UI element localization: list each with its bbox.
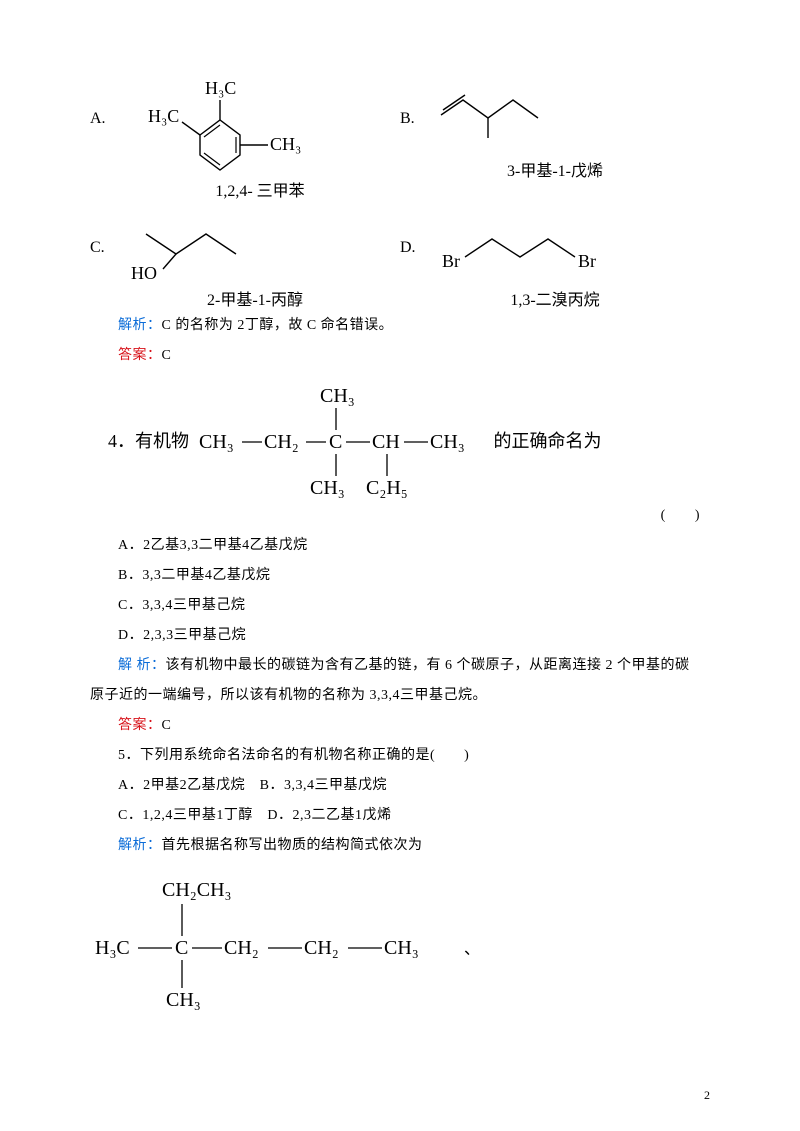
option-b-structure [421,60,601,155]
svg-text:H₃C: H₃C [148,106,179,126]
option-b-caption: 3-甲基-1-戊烯 [400,157,710,181]
analysis-label: 解析： [118,318,162,333]
q5-tail: 、 [464,935,480,959]
q5-opts-line1: A．2­甲基­2­乙基戊烷 B．3,3,4­三甲基戊烷 [90,772,710,800]
q3-analysis-text: C 的名称为 2­丁醇，故 C 命名错误。 [162,318,394,333]
svg-text:Br: Br [442,251,460,271]
q4-answer-label: 答案： [118,718,162,733]
svg-text:CH₃: CH₃ [270,134,301,154]
q4-analysis-label: 解 析： [118,658,166,673]
q4-opt-d: D．2,3,3­三甲基己烷 [90,622,710,650]
q4-opt-a: A．2­乙基­3,3­二甲基­4­乙基戊烷 [90,532,710,560]
option-a: A. H₃C H₃C CH₃ 1,2,4- 三甲苯 [90,60,400,201]
q4-paren: ( ) [90,502,710,530]
q5-structure: H₃C C CH₂ CH₂ CH₃ CH₂CH₃ CH₃ [90,864,460,1014]
option-d-letter: D. [400,239,416,257]
options-row-1: A. H₃C H₃C CH₃ 1,2,4- 三甲苯 B. [90,60,710,201]
svg-text:C: C [175,937,188,959]
option-a-structure: H₃C H₃C CH₃ [110,60,330,175]
svg-text:H₃C: H₃C [95,937,130,959]
svg-text:CH₃: CH₃ [384,937,419,959]
svg-text:CH₂CH₃: CH₂CH₃ [162,879,232,901]
q4-analysis-line2: 原子近的一端编号，所以该有机物的名称为 3,3,4­三甲基己烷。 [90,682,710,710]
q4-opt-b: B．3,3­二甲基­4­乙基戊烷 [90,562,710,590]
q5-stem: 5．下列用系统命名法命名的有机物名称正确的是( ) [90,742,710,770]
svg-text:CH: CH [372,431,400,453]
option-d: D. Br Br 1,3-二溴丙烷 [400,209,710,310]
svg-text:CH₃: CH₃ [320,385,355,407]
svg-text:C₂H₅: C₂H₅ [366,477,408,499]
option-d-structure: Br Br [420,209,620,284]
svg-text:CH₃: CH₃ [310,477,345,499]
page-number: 2 [704,1088,710,1103]
svg-text:C: C [329,431,342,453]
svg-text:Br: Br [578,251,596,271]
answer-label: 答案： [118,348,162,363]
option-b: B. 3-甲基-1-戊烯 [400,60,710,201]
q4-opt-c: C．3,3,4­三甲基己烷 [90,592,710,620]
q5-analysis-text: 首先根据名称写出物质的结构简式依次为 [162,838,423,853]
q5-analysis: 解析：首先根据名称写出物质的结构简式依次为 [90,832,710,860]
q4-answer-text: C [162,718,172,733]
q4-suffix: 的正确命名为 [494,427,602,453]
q5-opts-line2: C．1,2,4­三甲基­1­丁醇 D．2,3­二乙基­1­戊烯 [90,802,710,830]
svg-text:HO: HO [131,263,157,283]
svg-text:CH₃: CH₃ [430,431,465,453]
q4-analysis-line1: 解 析：该有机物中最长的碳链为含有乙基的链，有 6 个碳原子，从距离连接 2 个… [90,652,710,680]
q4-answer: 答案：C [90,712,710,740]
svg-text:CH₂: CH₂ [304,937,339,959]
option-c-letter: C. [90,239,105,257]
option-c-caption: 2-甲基-1-丙醇 [90,286,400,310]
option-c-structure: HO [111,209,291,284]
option-a-caption: 1,2,4- 三甲苯 [90,177,400,201]
option-a-letter: A. [90,110,106,128]
options-row-2: C. HO 2-甲基-1-丙醇 D. Br Br 1,3-二溴丙烷 [90,209,710,310]
svg-text:H₃C: H₃C [205,78,236,98]
q4-analysis-text1: 该有机物中最长的碳链为含有乙基的链，有 6 个碳原子，从距离连接 2 个甲基的碳 [166,658,690,673]
option-c: C. HO 2-甲基-1-丙醇 [90,209,400,310]
q4-stem-row: 4．有机物 CH₃ CH₂ C CH CH₃ CH₃ CH₃ C₂H₅ 的正确命… [90,380,710,500]
q5-structure-row: H₃C C CH₂ CH₂ CH₃ CH₂CH₃ CH₃ 、 [90,864,710,1014]
svg-text:CH₃: CH₃ [199,431,234,453]
option-b-letter: B. [400,110,415,128]
svg-text:CH₂: CH₂ [224,937,259,959]
svg-text:CH₃: CH₃ [166,989,201,1011]
q4-prefix: 4．有机物 [108,427,194,453]
q5-analysis-label: 解析： [118,838,162,853]
q3-analysis: 解析：C 的名称为 2­丁醇，故 C 命名错误。 [90,312,710,340]
svg-text:CH₂: CH₂ [264,431,299,453]
q3-answer-text: C [162,348,172,363]
option-d-caption: 1,3-二溴丙烷 [400,286,710,310]
q3-answer: 答案：C [90,342,710,370]
q4-structure: CH₃ CH₂ C CH CH₃ CH₃ CH₃ C₂H₅ [194,380,494,500]
